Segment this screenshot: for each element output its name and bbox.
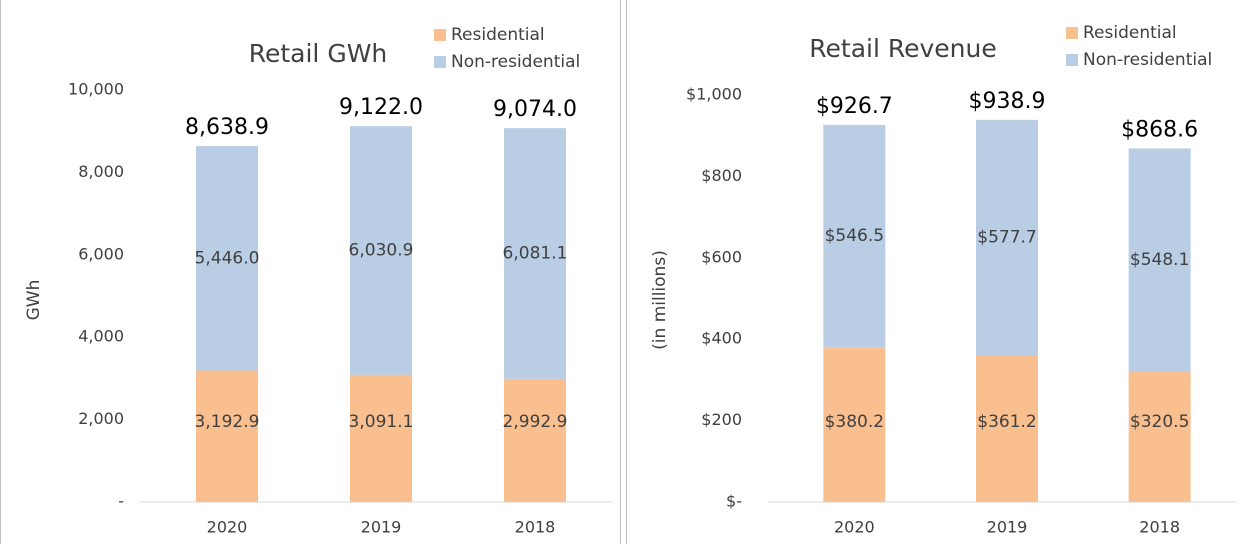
data-label: $546.5 bbox=[825, 226, 884, 246]
x-tick-label: 2020 bbox=[834, 518, 875, 537]
y-tick-label: - bbox=[118, 492, 124, 511]
chart-title: Retail GWh bbox=[249, 39, 388, 68]
data-label: $577.7 bbox=[977, 227, 1036, 247]
y-tick-label: 2,000 bbox=[78, 409, 124, 428]
bar-segment bbox=[504, 378, 566, 502]
legend-label: Non-residential bbox=[1083, 50, 1212, 70]
data-label: $548.1 bbox=[1130, 250, 1189, 270]
legend-swatch bbox=[1066, 27, 1078, 39]
x-tick-label: 2020 bbox=[207, 518, 248, 537]
legend-swatch bbox=[1066, 54, 1078, 66]
total-label: 9,122.0 bbox=[339, 95, 423, 120]
bar-segment bbox=[1128, 148, 1191, 372]
y-tick-label: 8,000 bbox=[78, 162, 124, 181]
y-tick-label: $800 bbox=[701, 166, 742, 185]
total-label: $938.9 bbox=[969, 89, 1046, 114]
legend-label: Non-residential bbox=[451, 52, 580, 72]
y-tick-label: $600 bbox=[701, 247, 742, 266]
panel-border bbox=[0, 0, 621, 544]
chart-title: Retail Revenue bbox=[809, 34, 996, 63]
data-label: 6,030.9 bbox=[349, 240, 414, 260]
y-tick-label: $1,000 bbox=[686, 85, 742, 104]
data-label: $361.2 bbox=[977, 412, 1036, 432]
data-label: 5,446.0 bbox=[195, 248, 260, 268]
x-tick-label: 2018 bbox=[1139, 518, 1180, 537]
total-label: 9,074.0 bbox=[493, 97, 577, 122]
legend-label: Residential bbox=[1083, 23, 1177, 43]
bar-segment bbox=[196, 370, 258, 502]
data-label: 2,992.9 bbox=[503, 412, 568, 432]
total-label: $868.6 bbox=[1121, 117, 1198, 142]
data-label: 3,192.9 bbox=[195, 412, 260, 432]
y-axis-label: (in millions) bbox=[650, 250, 670, 350]
bar-segment bbox=[196, 146, 258, 371]
y-tick-label: 4,000 bbox=[78, 327, 124, 346]
y-tick-label: $- bbox=[726, 492, 742, 511]
y-axis-label: GWh bbox=[24, 280, 44, 321]
bar-segment bbox=[976, 119, 1038, 355]
y-tick-label: $400 bbox=[701, 329, 742, 348]
y-tick-label: 6,000 bbox=[78, 244, 124, 263]
data-label: $320.5 bbox=[1130, 412, 1189, 432]
y-tick-label: $200 bbox=[701, 410, 742, 429]
bar-segment bbox=[504, 128, 566, 379]
bar-segment bbox=[1128, 371, 1191, 502]
x-tick-label: 2019 bbox=[361, 518, 402, 537]
data-label: $380.2 bbox=[825, 412, 884, 432]
x-tick-label: 2019 bbox=[987, 518, 1028, 537]
bar-segment bbox=[823, 347, 886, 502]
y-tick-label: 10,000 bbox=[68, 80, 124, 99]
bar-segment bbox=[350, 126, 412, 375]
legend-label: Residential bbox=[451, 25, 545, 45]
legend-swatch bbox=[434, 56, 446, 68]
bar-segment bbox=[976, 354, 1038, 502]
legend-swatch bbox=[434, 29, 446, 41]
x-tick-label: 2018 bbox=[515, 518, 556, 537]
data-label: 3,091.1 bbox=[349, 412, 414, 432]
total-label: $926.7 bbox=[816, 94, 893, 119]
panel-border bbox=[626, 0, 627, 544]
bar-segment bbox=[350, 374, 412, 502]
bar-segment bbox=[823, 124, 886, 348]
data-label: 6,081.1 bbox=[503, 243, 568, 263]
total-label: 8,638.9 bbox=[185, 115, 269, 140]
